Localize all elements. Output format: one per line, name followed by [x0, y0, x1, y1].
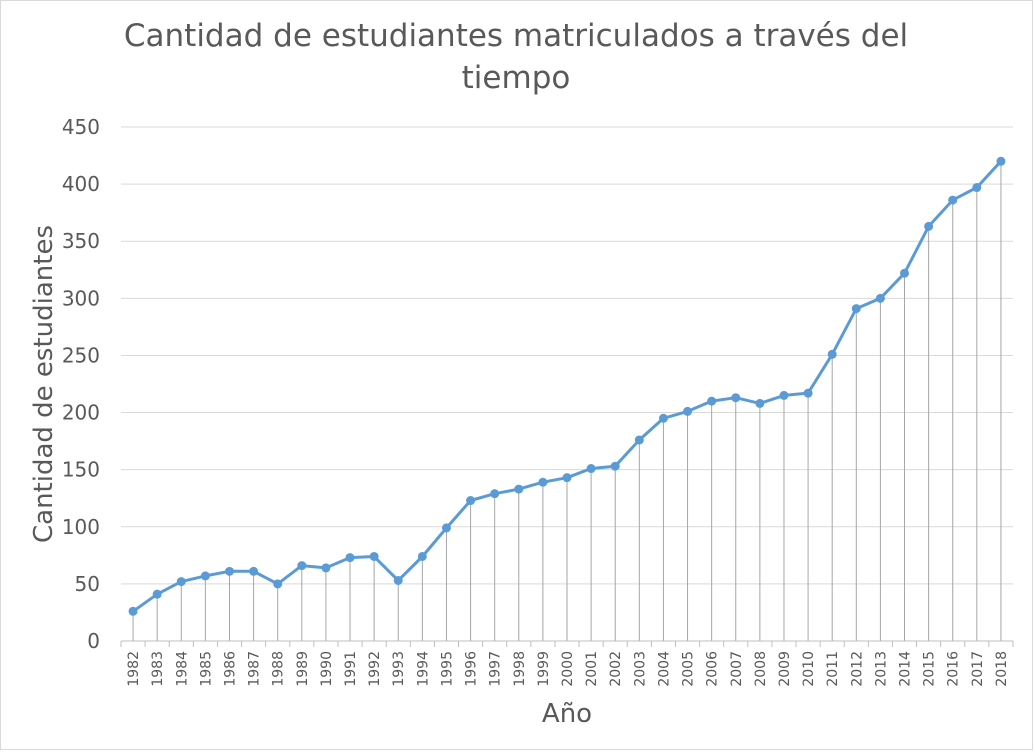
- x-tick-label: 2014: [898, 651, 914, 687]
- data-point: [634, 435, 644, 445]
- x-tick-label: 2000: [560, 651, 576, 687]
- y-tick-label: 450: [62, 115, 100, 139]
- x-tick-label: 1991: [343, 651, 359, 687]
- x-tick-label: 1984: [174, 651, 190, 687]
- x-tick-label: 2004: [656, 651, 672, 687]
- x-tick-label: 2012: [849, 651, 865, 687]
- data-point: [321, 563, 331, 573]
- data-point: [875, 293, 885, 303]
- data-point: [755, 398, 765, 408]
- x-tick-label: 2016: [946, 651, 962, 687]
- y-tick-label: 200: [62, 401, 100, 425]
- x-tick-label: 1987: [247, 651, 263, 687]
- x-tick-label: 1997: [488, 651, 504, 687]
- data-point: [924, 221, 934, 231]
- data-point: [152, 589, 162, 599]
- data-point: [514, 484, 524, 494]
- data-point: [200, 571, 210, 581]
- data-point: [393, 575, 403, 585]
- x-tick-label: 1982: [126, 651, 142, 687]
- data-point: [345, 553, 355, 563]
- x-tick-label: 2018: [994, 651, 1010, 687]
- data-point: [441, 523, 451, 533]
- y-tick-label: 350: [62, 229, 100, 253]
- x-tick-label: 2005: [681, 651, 697, 687]
- y-tick-label: 250: [62, 343, 100, 367]
- x-tick-label: 1989: [295, 651, 311, 687]
- data-point: [297, 561, 307, 571]
- y-tick-label: 50: [75, 572, 100, 596]
- y-tick-label: 100: [62, 515, 100, 539]
- x-tick-label: 2017: [970, 651, 986, 687]
- data-point: [851, 304, 861, 314]
- x-tick-label: 1990: [319, 651, 335, 687]
- y-tick-label: 300: [62, 286, 100, 310]
- y-tick-label: 0: [87, 629, 100, 653]
- y-tick-label: 150: [62, 458, 100, 482]
- x-tick-label: 1994: [415, 651, 431, 687]
- data-point: [128, 606, 138, 616]
- data-point: [683, 406, 693, 416]
- data-point: [273, 579, 283, 589]
- y-axis-title: Cantidad de estudiantes: [29, 225, 59, 543]
- x-tick-label: 1986: [222, 651, 238, 687]
- x-tick-label: 1985: [198, 651, 214, 687]
- x-tick-label: 2010: [801, 651, 817, 687]
- x-tick-label: 1999: [536, 651, 552, 687]
- x-tick-label: 1998: [512, 651, 528, 687]
- y-tick-label: 400: [62, 172, 100, 196]
- data-point: [249, 566, 259, 576]
- chart-title: Cantidad de estudiantes matriculados a t…: [123, 18, 909, 96]
- data-point: [827, 349, 837, 359]
- x-axis-title: Año: [542, 699, 592, 729]
- x-tick-label: 2015: [922, 651, 938, 687]
- data-point: [900, 268, 910, 278]
- data-point: [562, 473, 572, 483]
- x-tick-label: 2006: [705, 651, 721, 687]
- data-point: [779, 390, 789, 400]
- x-tick-label: 1995: [439, 651, 455, 687]
- x-tick-label: 2003: [632, 651, 648, 687]
- data-point: [948, 195, 958, 205]
- x-tick-label: 2009: [777, 651, 793, 687]
- x-tick-label: 1992: [367, 651, 383, 687]
- x-tick-label: 1983: [150, 651, 166, 687]
- x-tick-label: 2013: [873, 651, 889, 687]
- data-point: [369, 551, 379, 561]
- x-tick-label: 1993: [391, 651, 407, 687]
- x-tick-label: 1988: [271, 651, 287, 687]
- data-point: [538, 477, 548, 487]
- data-point: [176, 577, 186, 587]
- data-point: [490, 489, 500, 499]
- data-point: [707, 396, 717, 406]
- data-point: [610, 461, 620, 471]
- x-tick-label: 2008: [753, 651, 769, 687]
- x-tick-label: 2007: [729, 651, 745, 687]
- data-point: [803, 388, 813, 398]
- x-tick-label: 2001: [584, 651, 600, 687]
- data-point: [417, 551, 427, 561]
- x-tick-label: 1996: [464, 651, 480, 687]
- x-tick-label: 2002: [608, 651, 624, 687]
- x-tick-label: 2011: [825, 651, 841, 687]
- data-point: [996, 156, 1006, 166]
- data-point: [224, 566, 234, 576]
- data-point: [466, 496, 476, 506]
- data-point: [972, 183, 982, 193]
- data-point: [731, 393, 741, 403]
- data-point: [586, 464, 596, 474]
- data-point: [658, 413, 668, 423]
